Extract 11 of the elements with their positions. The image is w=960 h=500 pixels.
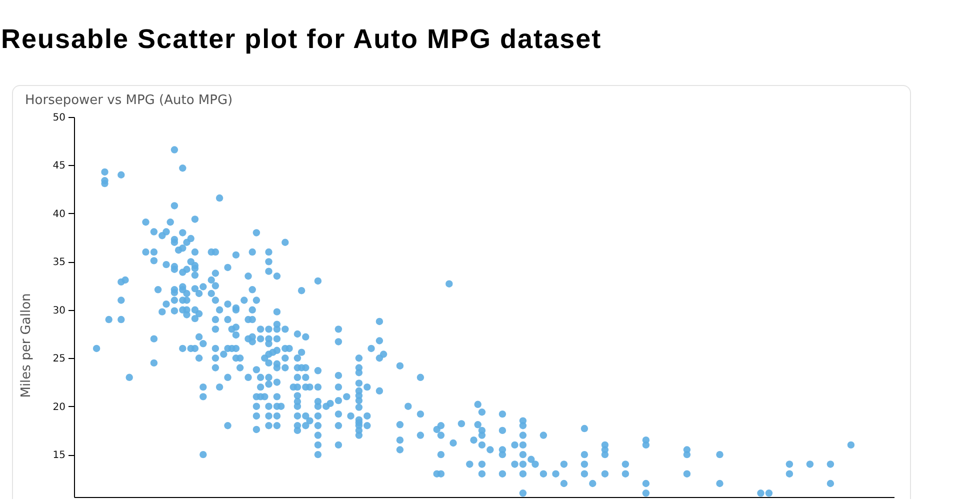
y-tick-label: 35: [52, 257, 66, 268]
y-tick-label: 15: [52, 450, 66, 462]
y-tick-label: 30: [52, 305, 66, 316]
y-tick-label: 45: [52, 160, 66, 172]
y-axis-title: Miles per Gallon: [18, 293, 34, 398]
chart-subtitle: Horsepower vs MPG (Auto MPG): [25, 93, 233, 109]
y-tick-label: 50: [52, 112, 66, 124]
chart-title: Reusable Scatter plot for Auto MPG dataset: [1, 24, 602, 54]
y-tick-label: 40: [52, 208, 66, 220]
y-tick-label: 25: [52, 354, 66, 365]
y-tick-label: 20: [52, 402, 66, 413]
